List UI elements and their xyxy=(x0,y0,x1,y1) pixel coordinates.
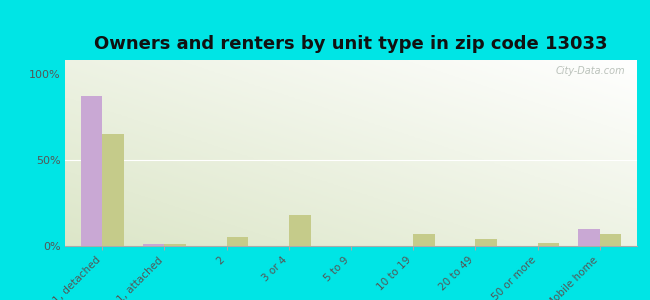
Text: City-Data.com: City-Data.com xyxy=(556,66,625,76)
Bar xyxy=(538,243,559,246)
Bar xyxy=(81,96,102,246)
Bar xyxy=(164,244,187,246)
Bar xyxy=(578,229,600,246)
Bar xyxy=(143,244,164,246)
Title: Owners and renters by unit type in zip code 13033: Owners and renters by unit type in zip c… xyxy=(94,35,608,53)
Bar xyxy=(475,239,497,246)
Bar xyxy=(413,234,435,246)
Bar xyxy=(289,215,311,246)
Bar xyxy=(227,237,248,246)
Bar xyxy=(600,234,621,246)
Bar xyxy=(102,134,124,246)
